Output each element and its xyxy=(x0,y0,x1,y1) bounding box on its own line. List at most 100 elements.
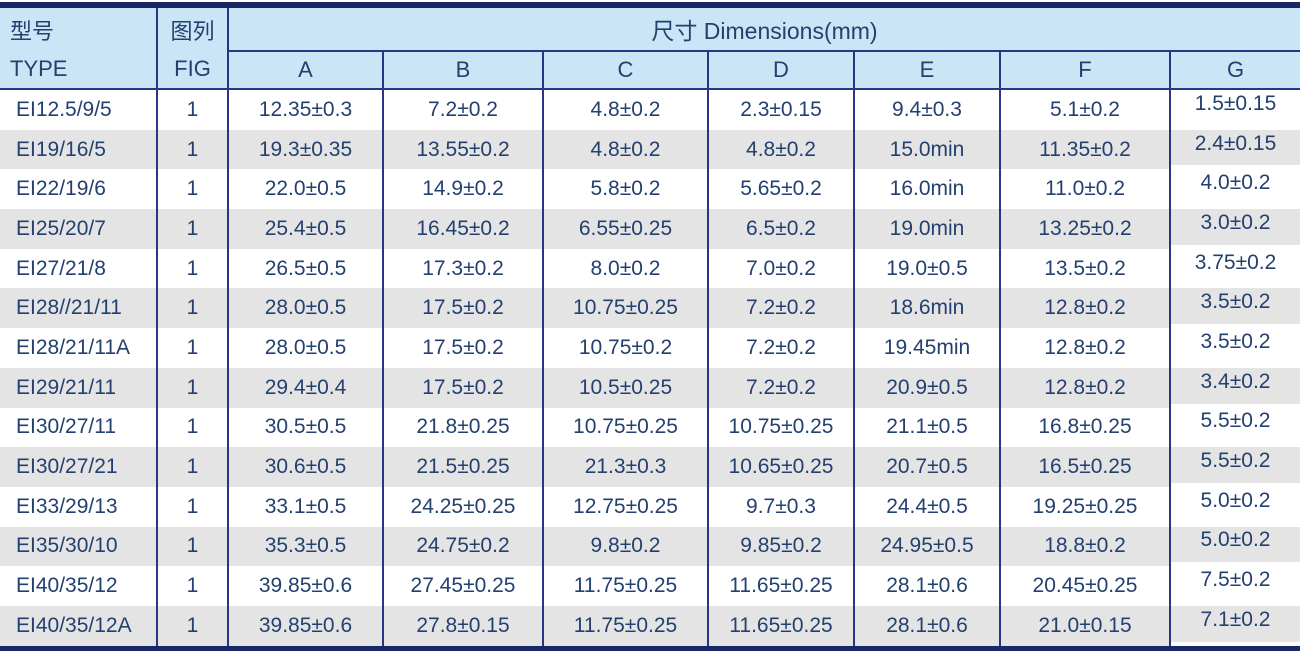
cell-F: 16.5±0.25 xyxy=(999,447,1170,487)
table-row: EI28//21/11 1 28.0±0.5 17.5±0.2 10.75±0.25 7.… xyxy=(0,288,1300,329)
cell-type: EI30/27/21 xyxy=(0,447,157,487)
table-row: EI28/21/11A 1 28.0±0.5 17.5±0.2 10.75±0.2 7.2… xyxy=(0,328,1300,368)
cell-G: 3.5±0.2 xyxy=(1168,288,1300,329)
g-stripe-band xyxy=(1172,209,1300,245)
header-dimensions-title: 尺寸 Dimensions(mm) xyxy=(226,8,1300,52)
g-value: 3.5±0.2 xyxy=(1200,290,1271,314)
cell-D: 11.65±0.25 xyxy=(707,605,854,646)
cell-type: EI19/16/5 xyxy=(0,129,157,170)
cell-E: 19.45min xyxy=(853,328,1000,368)
header-col-F: F xyxy=(999,51,1170,90)
cell-A: 30.5±0.5 xyxy=(227,407,383,448)
cell-fig: 1 xyxy=(156,447,228,487)
cell-B: 17.5±0.2 xyxy=(382,288,543,329)
g-value: 5.5±0.2 xyxy=(1200,409,1271,433)
cell-fig: 1 xyxy=(156,486,228,527)
cell-G: 3.4±0.2 xyxy=(1168,367,1300,408)
cell-fig: 1 xyxy=(156,407,228,448)
cell-F: 19.25±0.25 xyxy=(999,486,1170,527)
cell-fig: 1 xyxy=(156,566,228,606)
cell-D: 10.65±0.25 xyxy=(707,447,854,487)
cell-G: 3.5±0.2 xyxy=(1168,328,1300,368)
cell-B: 24.25±0.25 xyxy=(382,486,543,527)
cell-C: 10.5±0.25 xyxy=(542,367,708,408)
cell-B: 27.8±0.15 xyxy=(382,605,543,646)
cell-C: 5.8±0.2 xyxy=(542,169,708,210)
table-row: EI25/20/7 1 25.4±0.5 16.45±0.2 6.55±0.25 6.5±… xyxy=(0,209,1300,249)
cell-F: 5.1±0.2 xyxy=(999,89,1170,130)
cell-F: 12.8±0.2 xyxy=(999,328,1170,368)
cell-F: 11.0±0.2 xyxy=(999,169,1170,210)
cell-A: 19.3±0.35 xyxy=(227,129,383,170)
cell-type: EI33/29/13 xyxy=(16,494,118,518)
cell-D: 2.3±0.15 xyxy=(707,89,854,130)
cell-E: 20.9±0.5 xyxy=(853,367,1000,408)
cell-G: 4.0±0.2 xyxy=(1168,169,1300,210)
cell-A: 33.1±0.5 xyxy=(227,486,383,527)
header-type-en: TYPE xyxy=(10,56,68,81)
g-stripe-band xyxy=(1172,328,1300,364)
cell-E: 24.4±0.5 xyxy=(853,486,1000,527)
cell-A: 39.85±0.6 xyxy=(227,605,383,646)
cell-E: 21.1±0.5 xyxy=(853,407,1000,448)
g-value: 5.5±0.2 xyxy=(1200,449,1271,473)
cell-C: 11.75±0.25 xyxy=(542,566,708,606)
cell-B: 24.75±0.2 xyxy=(382,526,543,567)
cell-B: 13.55±0.2 xyxy=(382,129,543,170)
cell-type: EI22/19/6 xyxy=(16,177,106,201)
cell-D: 11.65±0.25 xyxy=(707,566,854,606)
cell-C: 21.3±0.3 xyxy=(542,447,708,487)
cell-G: 5.5±0.2 xyxy=(1168,447,1300,487)
cell-F: 20.45±0.25 xyxy=(999,566,1170,606)
cell-E: 15.0min xyxy=(853,129,1000,170)
table-row: EI35/30/10 1 35.3±0.5 24.75±0.2 9.8±0.2 9.85±… xyxy=(0,526,1300,567)
header-type-zh: 型号 xyxy=(10,19,55,44)
header-col-C: C xyxy=(542,51,708,90)
table-row: EI27/21/8 1 26.5±0.5 17.3±0.2 8.0±0.2 7.0±0.2… xyxy=(0,248,1300,289)
cell-B: 21.5±0.25 xyxy=(382,447,543,487)
cell-G: 7.1±0.2 xyxy=(1168,605,1300,646)
cell-C: 12.75±0.25 xyxy=(542,486,708,527)
g-stripe-band xyxy=(1172,288,1300,325)
cell-type: EI28/21/11A xyxy=(16,335,131,359)
cell-fig: 1 xyxy=(156,288,228,329)
cell-G: 1.5±0.15 xyxy=(1168,89,1300,130)
cell-B: 17.3±0.2 xyxy=(382,248,543,289)
cell-E: 20.7±0.5 xyxy=(853,447,1000,487)
cell-A: 39.85±0.6 xyxy=(227,566,383,606)
cell-E: 16.0min xyxy=(853,169,1000,210)
cell-A: 29.4±0.4 xyxy=(227,367,383,408)
cell-G: 5.0±0.2 xyxy=(1168,486,1300,527)
cell-type: EI40/35/12 xyxy=(16,574,118,598)
cell-D: 4.8±0.2 xyxy=(707,129,854,170)
table-row: EI19/16/5 1 19.3±0.35 13.55±0.2 4.8±0.2 4.8±0… xyxy=(0,129,1300,170)
cell-F: 18.8±0.2 xyxy=(999,526,1170,567)
g-stripe-band xyxy=(1172,605,1300,642)
table-row: EI29/21/11 1 29.4±0.4 17.5±0.2 10.5±0.25 7.2±… xyxy=(0,367,1300,408)
cell-A: 28.0±0.5 xyxy=(227,288,383,329)
g-value: 2.4±0.15 xyxy=(1194,131,1277,155)
cell-D: 7.2±0.2 xyxy=(707,367,854,408)
cell-E: 28.1±0.6 xyxy=(853,566,1000,606)
cell-type: EI29/21/11 xyxy=(0,367,157,408)
cell-A: 35.3±0.5 xyxy=(227,526,383,567)
header-col-E: E xyxy=(853,51,1000,90)
table-body: EI12.5/9/5 1 12.35±0.3 7.2±0.2 4.8±0.2 2.3±0.… xyxy=(0,89,1300,646)
g-stripe-band xyxy=(1172,169,1300,206)
cell-C: 4.8±0.2 xyxy=(542,89,708,130)
cell-C: 11.75±0.25 xyxy=(542,605,708,646)
cell-fig: 1 xyxy=(156,89,228,130)
cell-G: 5.5±0.2 xyxy=(1168,407,1300,448)
cell-G: 5.0±0.2 xyxy=(1168,526,1300,567)
g-stripe-band xyxy=(1172,526,1300,563)
cell-fig: 1 xyxy=(156,605,228,646)
cell-fig: 1 xyxy=(156,248,228,289)
cell-C: 4.8±0.2 xyxy=(542,129,708,170)
cell-D: 9.7±0.3 xyxy=(707,486,854,527)
cell-A: 28.0±0.5 xyxy=(227,328,383,368)
cell-F: 13.5±0.2 xyxy=(999,248,1170,289)
cell-B: 17.5±0.2 xyxy=(382,328,543,368)
cell-A: 30.6±0.5 xyxy=(227,447,383,487)
cell-E: 18.6min xyxy=(853,288,1000,329)
